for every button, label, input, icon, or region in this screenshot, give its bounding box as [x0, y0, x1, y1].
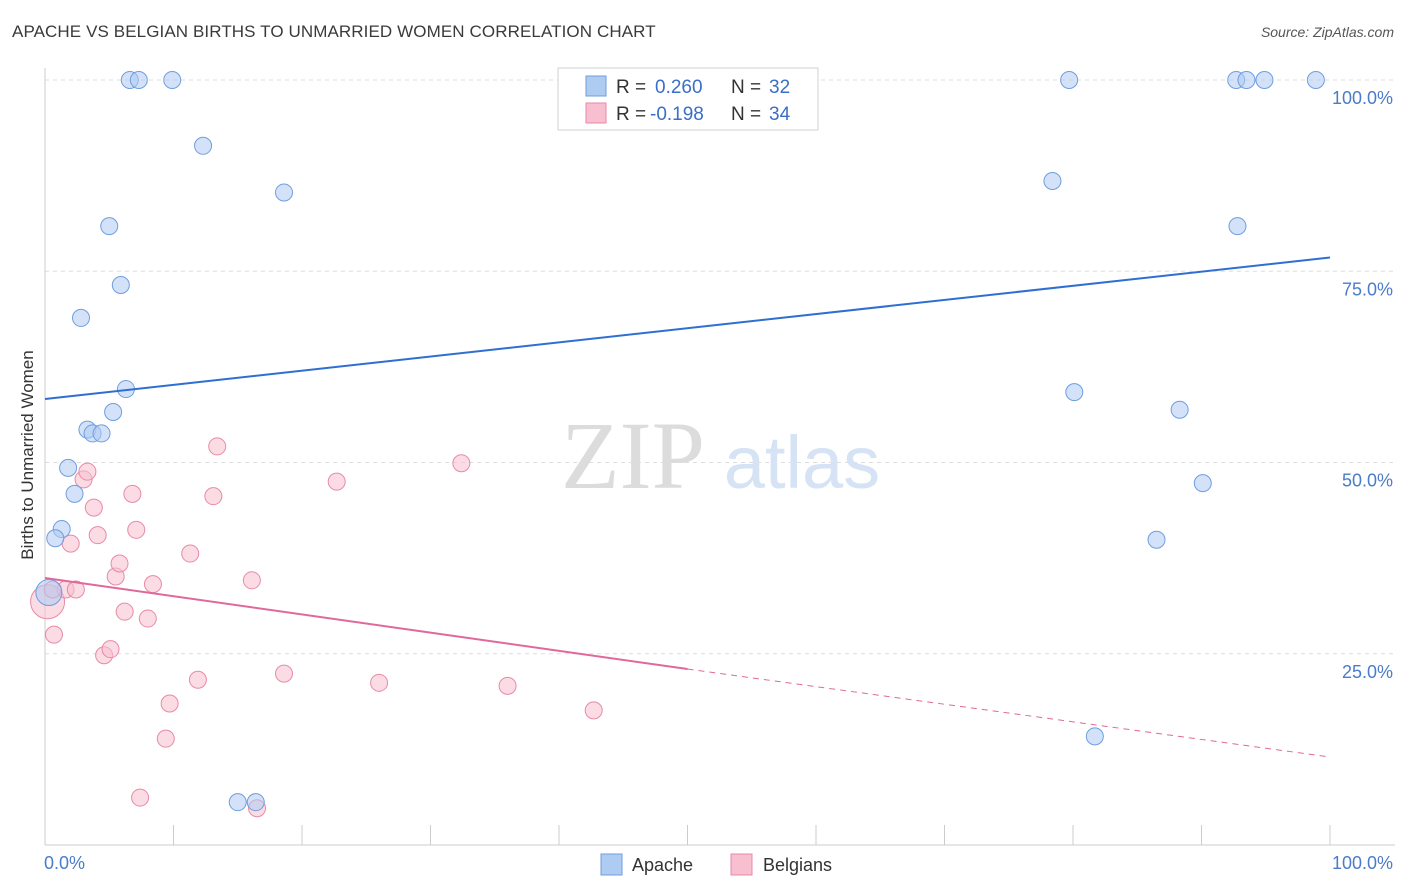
apache-point [46, 529, 65, 548]
legend: R = 0.260 N = 32 R = -0.198 N = 34 [557, 67, 819, 131]
legend-belgians-r-value: -0.198 [650, 104, 704, 125]
x-tick-label-max: 100.0% [1332, 853, 1393, 873]
apache-point [1306, 71, 1325, 89]
apache-point [92, 424, 111, 443]
legend-belgians-r-label: R = [616, 104, 646, 125]
legend-apache-r-label: R = [616, 77, 646, 98]
x-tick-label-min: 0.0% [44, 853, 85, 873]
apache-point [104, 403, 123, 422]
belgians-point [78, 462, 97, 481]
legend-belgians-n-value: 34 [769, 104, 791, 125]
belgians-point [88, 526, 107, 545]
y-tick-label-50: 50.0% [1342, 471, 1393, 491]
apache-point [59, 458, 78, 477]
apache-point [129, 71, 148, 89]
belgians-point [181, 544, 200, 563]
axes [44, 68, 1395, 846]
belgians-point [452, 454, 471, 473]
legend-apache-swatch [585, 75, 607, 97]
belgians-point [84, 498, 103, 517]
belgians-point [138, 609, 157, 628]
belgians-point [44, 625, 63, 644]
belgians-point [156, 729, 175, 748]
watermark-atlas: atlas [724, 421, 880, 504]
belgians-trend-line-extension [687, 668, 1331, 758]
apache-point [1228, 217, 1247, 236]
belgians-point [204, 487, 223, 506]
bottom-legend-apache-swatch [600, 853, 623, 876]
belgians-trend-line [44, 577, 688, 671]
apache-trend-line [44, 256, 1331, 400]
belgians-series [30, 437, 603, 818]
belgians-point [498, 676, 517, 695]
belgians-point [66, 580, 85, 599]
belgians-point [123, 484, 142, 503]
apache-point [100, 217, 119, 236]
belgians-point [131, 788, 150, 807]
belgians-point [101, 640, 120, 659]
y-axis-label: Births to Unmarried Women [18, 350, 37, 559]
belgians-point [143, 575, 162, 594]
apache-point [1193, 474, 1212, 493]
apache-series [35, 71, 1325, 812]
trend-lines [44, 256, 1331, 758]
bottom-legend-belgians-label: Belgians [763, 855, 832, 875]
apache-point [163, 71, 182, 89]
apache-point [65, 484, 84, 503]
apache-point [71, 308, 90, 327]
belgians-point [584, 701, 603, 720]
apache-point [1065, 383, 1084, 402]
legend-apache-n-value: 32 [769, 77, 790, 98]
belgians-point [160, 694, 179, 713]
apache-point [35, 579, 63, 607]
belgians-point [208, 437, 227, 456]
legend-apache-r-value: 0.260 [655, 77, 703, 98]
legend-apache-n-label: N = [731, 77, 761, 98]
apache-point [1237, 71, 1256, 89]
apache-point [1255, 71, 1274, 89]
apache-point [111, 276, 130, 295]
bottom-legend-apache-label: Apache [632, 855, 693, 875]
belgians-point [327, 472, 346, 491]
belgians-point [115, 602, 134, 621]
apache-point [275, 183, 294, 202]
source-credit: Source: ZipAtlas.com [1260, 24, 1394, 40]
y-tick-label-25: 25.0% [1342, 662, 1393, 682]
grid-lines [45, 79, 1395, 655]
belgians-point [188, 670, 207, 689]
legend-belgians-n-label: N = [731, 104, 761, 125]
apache-point [194, 136, 213, 155]
belgians-point [61, 534, 80, 553]
apache-point [1043, 171, 1062, 190]
bottom-legend-belgians-swatch [730, 853, 753, 876]
apache-point [228, 793, 247, 812]
y-tick-label-100: 100.0% [1332, 88, 1393, 108]
y-tick-label-75: 75.0% [1342, 279, 1393, 299]
apache-point [246, 793, 265, 812]
legend-belgians-swatch [585, 102, 607, 124]
apache-point [1147, 530, 1166, 549]
belgians-point [275, 664, 294, 683]
chart-title: APACHE VS BELGIAN BIRTHS TO UNMARRIED WO… [12, 22, 656, 41]
belgians-point [110, 554, 129, 573]
belgians-point [370, 673, 389, 692]
watermark-zip: ZIP [561, 402, 705, 509]
apache-point [1170, 400, 1189, 419]
apache-point [1060, 71, 1079, 89]
belgians-point [242, 571, 261, 590]
apache-point [1085, 727, 1104, 746]
tick-labels: 25.0% 50.0% 75.0% 100.0% 0.0% 100.0% [44, 88, 1393, 873]
bottom-legend: Apache Belgians [600, 853, 832, 876]
belgians-point [127, 520, 146, 539]
watermark: ZIP atlas [561, 402, 880, 509]
